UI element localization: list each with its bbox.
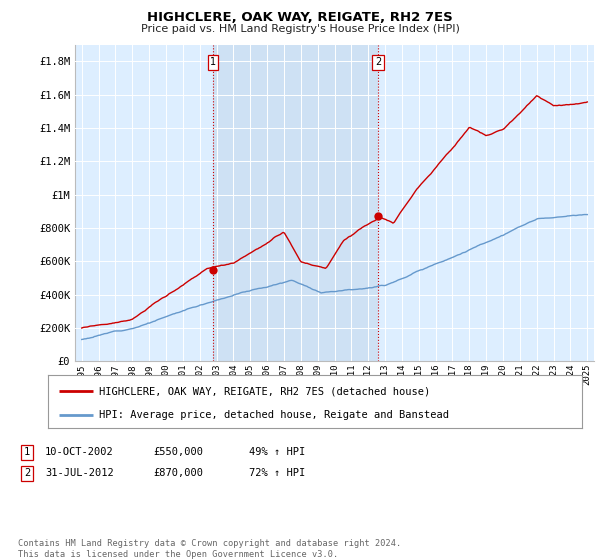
Text: 1: 1 bbox=[210, 58, 216, 67]
Text: 72% ↑ HPI: 72% ↑ HPI bbox=[249, 468, 305, 478]
Text: 2: 2 bbox=[24, 468, 30, 478]
Text: 1: 1 bbox=[24, 447, 30, 458]
Text: £870,000: £870,000 bbox=[153, 468, 203, 478]
Bar bbox=[213, 45, 378, 361]
Text: Price paid vs. HM Land Registry's House Price Index (HPI): Price paid vs. HM Land Registry's House … bbox=[140, 24, 460, 34]
Text: HIGHCLERE, OAK WAY, REIGATE, RH2 7ES (detached house): HIGHCLERE, OAK WAY, REIGATE, RH2 7ES (de… bbox=[99, 386, 430, 396]
Text: £550,000: £550,000 bbox=[153, 447, 203, 458]
Text: 2: 2 bbox=[375, 58, 381, 67]
Text: 49% ↑ HPI: 49% ↑ HPI bbox=[249, 447, 305, 458]
Text: 10-OCT-2002: 10-OCT-2002 bbox=[45, 447, 114, 458]
Text: HIGHCLERE, OAK WAY, REIGATE, RH2 7ES: HIGHCLERE, OAK WAY, REIGATE, RH2 7ES bbox=[147, 11, 453, 24]
Text: Contains HM Land Registry data © Crown copyright and database right 2024.
This d: Contains HM Land Registry data © Crown c… bbox=[18, 539, 401, 559]
Text: HPI: Average price, detached house, Reigate and Banstead: HPI: Average price, detached house, Reig… bbox=[99, 410, 449, 420]
Text: 31-JUL-2012: 31-JUL-2012 bbox=[45, 468, 114, 478]
